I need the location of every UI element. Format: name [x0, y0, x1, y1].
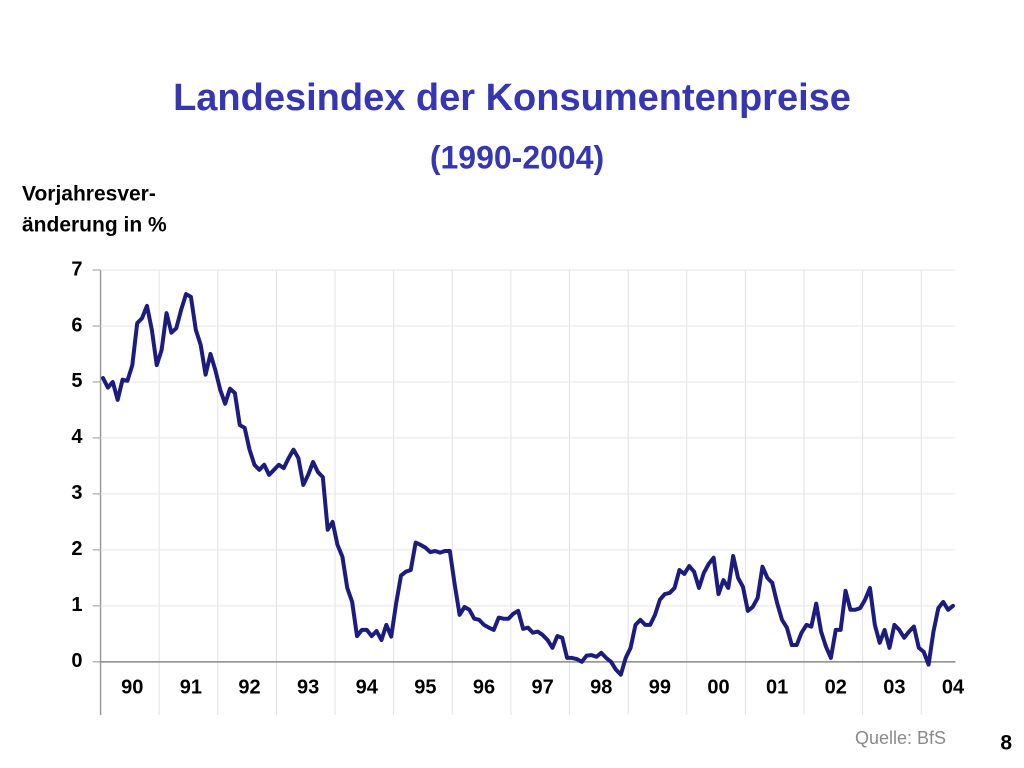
y-tick-label: 2 — [71, 538, 82, 560]
x-tick-label: 91 — [180, 676, 202, 698]
x-tick-label: 95 — [414, 676, 436, 698]
x-tick-label: 96 — [473, 676, 495, 698]
y-tick-label: 6 — [71, 314, 82, 336]
y-tick-label: 7 — [71, 258, 82, 280]
y-tick-label: 5 — [71, 370, 82, 392]
y-tick-label: 0 — [71, 650, 82, 672]
data-line — [101, 292, 955, 677]
chart-title: Landesindex der Konsumentenpreise — [173, 77, 851, 119]
x-tick-label: 94 — [356, 676, 379, 698]
x-tick-label: 02 — [825, 676, 847, 698]
x-tick-label: 97 — [532, 676, 554, 698]
y-tick-label: 1 — [71, 594, 82, 616]
source-note: Quelle: BfS — [855, 728, 946, 748]
y-axis-label: änderung in % — [22, 214, 167, 237]
x-tick-label: 93 — [297, 676, 319, 698]
x-tick-label: 04 — [942, 676, 965, 698]
x-tick-label: 90 — [121, 676, 143, 698]
page-number: 8 — [1000, 732, 1012, 755]
x-tick-label: 03 — [883, 676, 905, 698]
x-tick-label: 01 — [766, 676, 788, 698]
y-axis-label: Vorjahresver- — [22, 183, 156, 206]
x-tick-label: 00 — [707, 676, 729, 698]
y-tick-label: 4 — [71, 426, 83, 448]
x-tick-label: 98 — [590, 676, 612, 698]
y-tick-label: 3 — [71, 482, 82, 504]
x-tick-label: 99 — [649, 676, 671, 698]
chart-subtitle: (1990-2004) — [430, 139, 604, 175]
x-tick-label: 92 — [238, 676, 260, 698]
